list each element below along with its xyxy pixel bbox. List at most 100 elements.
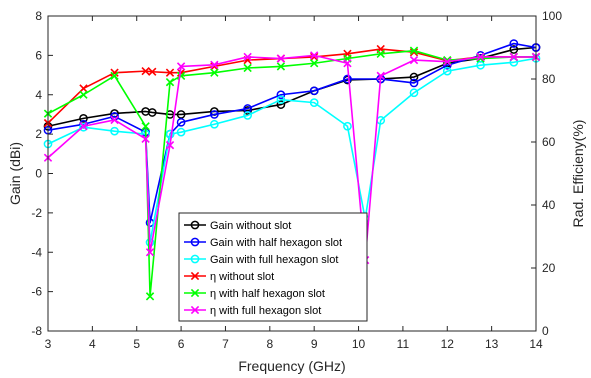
eta-with-half-hexagon-slot-point [210, 68, 219, 77]
eta-with-half-hexagon-slot-point [476, 54, 485, 63]
right-y-axis-title: Rad. Efficieny(%) [570, 120, 586, 228]
left-y-tick-label: -2 [31, 206, 42, 220]
gain-with-half-hexagon-slot-point [210, 110, 219, 119]
right-y-tick-label: 0 [542, 324, 549, 338]
eta-with-half-hexagon-slot-point [145, 292, 155, 301]
legend-entry-gain-without-slot: Gain without slot [184, 220, 291, 232]
left-y-tick-label: -8 [31, 324, 42, 338]
x-tick-label: 10 [352, 337, 366, 351]
legend-label: Gain with half hexagon slot [210, 237, 342, 249]
gain-with-half-hexagon-slot-series [43, 39, 541, 228]
gain-with-full-hexagon-slot-point [476, 60, 485, 70]
eta-with-half-hexagon-slot-point [79, 90, 88, 99]
legend-label: η with full hexagon slot [210, 305, 321, 317]
x-tick-label: 3 [45, 337, 52, 351]
eta-without-slot-point [110, 68, 119, 77]
legend-label: Gain with full hexagon slot [210, 254, 338, 266]
eta-with-half-hexagon-slot-point [243, 63, 252, 73]
legend-label: η without slot [210, 271, 274, 283]
gain-without-slot-point [276, 100, 286, 109]
legend-entry-gain-with-full-hexagon-slot: Gain with full hexagon slot [184, 254, 338, 266]
gain-with-half-hexagon-slot-point [276, 90, 286, 100]
eta-without-slot-point [165, 68, 175, 77]
eta-with-half-hexagon-slot-line [47, 49, 536, 298]
legend-entry-eta-without-slot: η without slot [184, 271, 274, 283]
gain-with-full-hexagon-slot-point [110, 126, 119, 136]
eta-with-full-hexagon-slot-point [165, 140, 175, 150]
axes-layer: 3 4 5 6 7 8 9 10 11 12 13 14-8-6-4-2024680204060801… [31, 9, 562, 351]
right-y-tick-label: 20 [542, 261, 556, 275]
series-layer [43, 39, 541, 301]
eta-with-half-hexagon-slot-point [165, 77, 175, 87]
eta-with-full-hexagon-slot-point [110, 115, 119, 125]
eta-without-slot-point [148, 67, 157, 76]
eta-with-half-hexagon-slot-point [276, 62, 286, 71]
right-y-tick-label: 40 [542, 198, 556, 212]
eta-with-full-hexagon-slot-point [145, 248, 155, 257]
gain-with-full-hexagon-slot-point [309, 98, 319, 107]
legend-box [178, 212, 368, 322]
legend-marker [190, 271, 200, 281]
legend-marker [190, 237, 200, 247]
left-y-tick-label: 6 [35, 48, 42, 62]
gain-with-full-hexagon-slot-point [176, 127, 186, 137]
x-tick-label: 5 [133, 337, 140, 351]
eta-with-half-hexagon-slot-series [43, 46, 541, 301]
eta-with-half-hexagon-slot-point [110, 71, 119, 81]
eta-with-half-hexagon-slot-point [141, 122, 150, 131]
legend-entry-eta-with-half-hexagon-slot: η with half hexagon slot [184, 288, 325, 300]
left-y-tick-label: 2 [35, 127, 42, 141]
gain-without-slot-point [147, 108, 157, 117]
eta-without-slot-point [141, 66, 150, 76]
x-tick-label: 12 [441, 337, 455, 351]
legend-marker [190, 305, 200, 315]
eta-without-slot-point [79, 84, 88, 93]
right-y-tick-label: 100 [542, 9, 562, 23]
gain-without-slot-point [509, 45, 519, 54]
eta-with-full-hexagon-slot-point [476, 52, 485, 62]
gain-with-half-hexagon-slot-point [176, 117, 186, 127]
right-y-tick-label: 80 [542, 72, 556, 86]
x-tick-label: 7 [222, 337, 229, 351]
left-y-tick-label: -6 [31, 285, 42, 299]
eta-with-half-hexagon-slot-point [376, 49, 385, 58]
eta-with-full-hexagon-slot-point [141, 134, 150, 144]
eta-with-full-hexagon-slot-point [176, 62, 186, 71]
eta-without-slot-point [310, 52, 319, 62]
left-y-tick-label: -4 [31, 245, 42, 259]
gain-with-full-hexagon-slot-point [442, 66, 452, 76]
legend-label: η with half hexagon slot [210, 288, 325, 300]
x-tick-label: 9 [311, 337, 318, 351]
legend-marker [190, 220, 200, 230]
gain-with-full-hexagon-slot-point [343, 121, 352, 131]
eta-with-full-hexagon-slot-point [343, 59, 352, 68]
eta-with-half-hexagon-slot-point [409, 46, 419, 55]
x-tick-label: 14 [529, 337, 543, 351]
x-tick-label: 13 [485, 337, 499, 351]
x-tick-label: 8 [266, 337, 273, 351]
eta-with-full-hexagon-slot-point [79, 122, 88, 131]
eta-with-half-hexagon-slot-point [310, 59, 319, 68]
gain-with-full-hexagon-slot-point [276, 95, 286, 105]
eta-with-full-hexagon-slot-point [210, 60, 219, 69]
gain-with-half-hexagon-slot-point [509, 39, 519, 48]
left-y-axis-title: Gain (dBi) [7, 142, 23, 205]
right-y-tick-label: 60 [542, 135, 556, 149]
legend-label: Gain without slot [210, 220, 291, 232]
x-tick-label: 11 [397, 337, 410, 351]
eta-with-full-hexagon-slot-point [276, 54, 286, 63]
gain-with-half-hexagon-slot-line [47, 42, 537, 224]
eta-without-slot-point [409, 48, 419, 57]
eta-with-full-hexagon-slot-point [310, 51, 319, 60]
legend-entry-eta-with-full-hexagon-slot: η with full hexagon slot [184, 305, 321, 317]
gain-with-half-hexagon-slot-point [343, 74, 352, 84]
legend: Gain without slot Gain with half hexagon … [178, 212, 368, 322]
gain-with-full-hexagon-slot-point [165, 129, 175, 139]
gain-without-slot-point [409, 72, 419, 82]
gain-with-half-hexagon-slot-point [309, 86, 319, 96]
eta-with-full-hexagon-slot-series [43, 51, 541, 265]
legend-entry-gain-with-half-hexagon-slot: Gain with half hexagon slot [184, 237, 342, 249]
gain-with-full-hexagon-slot-point [409, 88, 419, 98]
left-y-tick-label: 8 [35, 9, 42, 23]
